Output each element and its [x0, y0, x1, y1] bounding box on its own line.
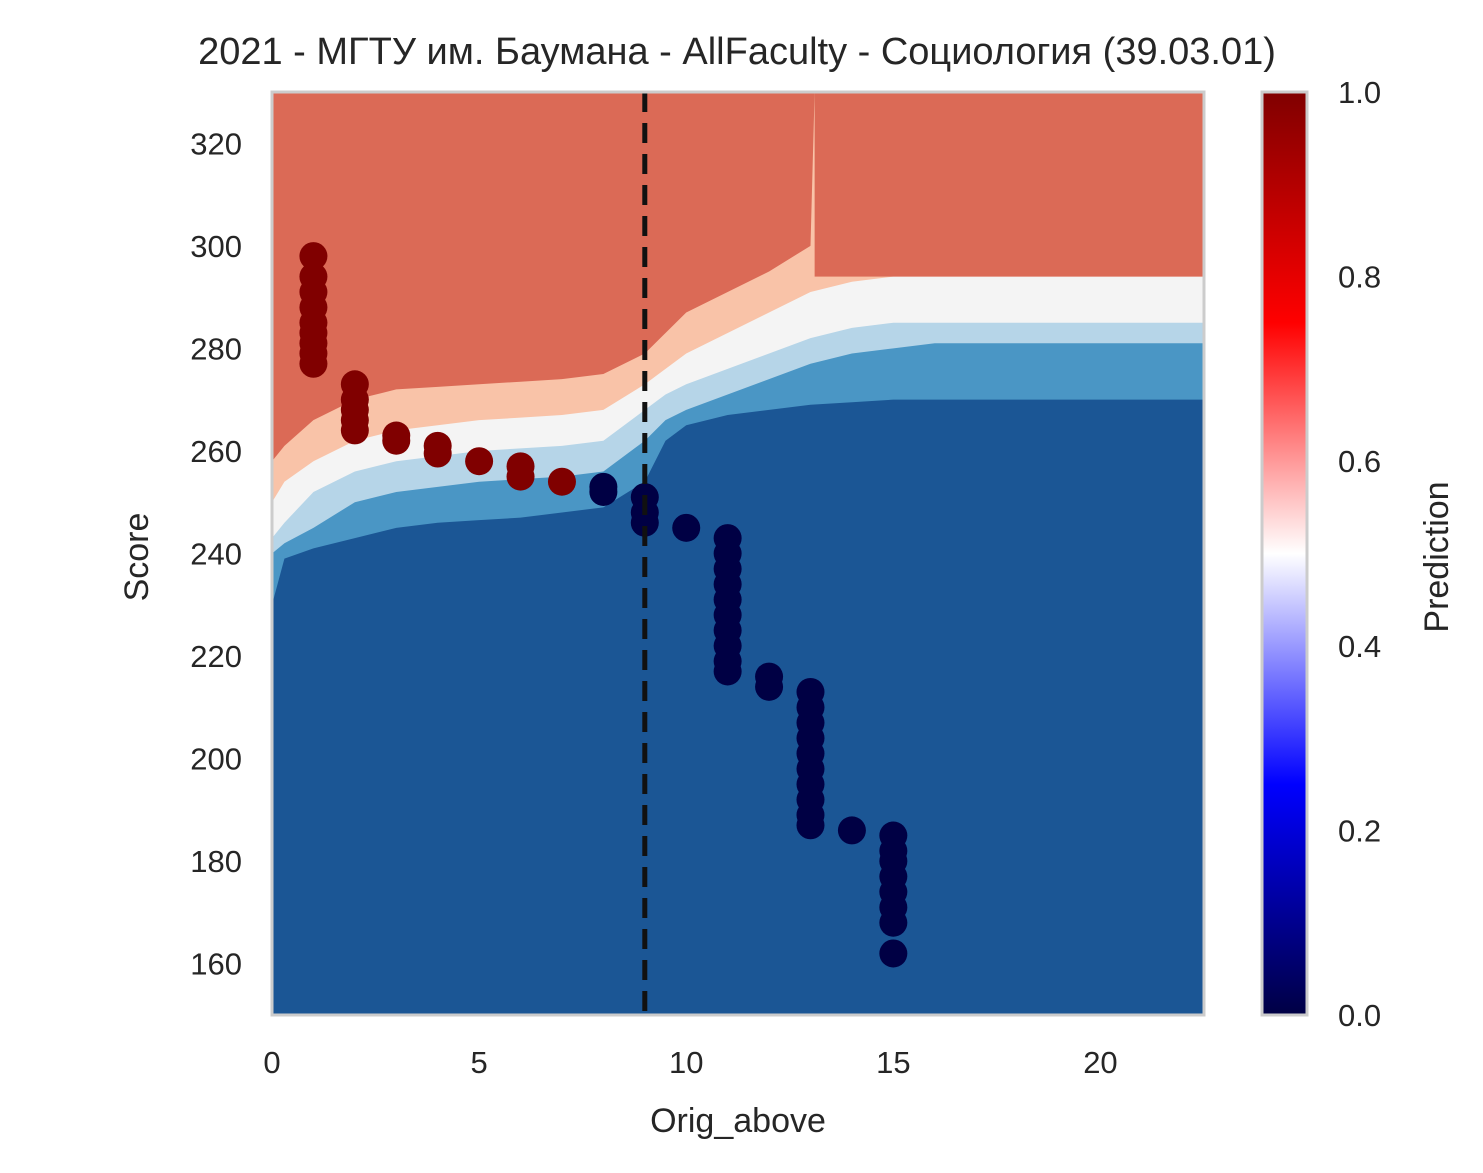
y-tick-label: 280 — [190, 331, 242, 366]
data-point — [299, 242, 328, 271]
colorbar-ticks: 0.0 0.2 0.4 0.6 0.8 1.0 — [1338, 75, 1381, 1033]
scatter-points — [299, 242, 908, 968]
colorbar-gradient — [1260, 90, 1309, 1017]
data-point — [506, 462, 535, 491]
plot-area — [272, 92, 1204, 1015]
data-point — [423, 439, 452, 468]
prediction-contour — [272, 92, 1204, 1015]
colorbar: 0.0 0.2 0.4 0.6 0.8 1.0 Prediction — [1260, 75, 1456, 1033]
x-tick-label: 5 — [470, 1045, 487, 1080]
data-point — [630, 508, 659, 537]
y-tick-label: 220 — [190, 639, 242, 674]
colorbar-tick-label: 0.6 — [1338, 444, 1381, 479]
colorbar-tick-label: 0.2 — [1338, 813, 1381, 848]
y-axis-label: Score — [118, 513, 156, 602]
y-tick-label: 260 — [190, 434, 242, 469]
plot-frame — [270, 90, 1206, 1017]
data-point — [837, 816, 866, 845]
y-tick-label: 200 — [190, 742, 242, 777]
y-tick-label: 240 — [190, 537, 242, 572]
data-point — [879, 908, 908, 937]
colorbar-tick-label: 1.0 — [1338, 75, 1381, 110]
x-tick-label: 10 — [669, 1045, 703, 1080]
colorbar-tick-label: 0.8 — [1338, 260, 1381, 295]
x-tick-label: 0 — [263, 1045, 280, 1080]
data-point — [382, 426, 411, 455]
colorbar-tick-label: 0.4 — [1338, 629, 1381, 664]
data-point — [879, 939, 908, 968]
chart-title: 2021 - МГТУ им. Баумана - AllFaculty - С… — [198, 31, 1276, 73]
data-point — [340, 416, 369, 445]
data-point — [672, 513, 701, 542]
x-axis-ticks: 0 5 10 15 20 — [263, 1045, 1117, 1080]
x-tick-label: 20 — [1083, 1045, 1117, 1080]
colorbar-tick-label: 0.0 — [1338, 998, 1381, 1033]
x-tick-label: 15 — [876, 1045, 910, 1080]
data-point — [796, 811, 825, 840]
colorbar-label: Prediction — [1418, 481, 1456, 632]
contour-band — [272, 92, 815, 462]
data-point — [547, 467, 576, 496]
data-point — [589, 477, 618, 506]
data-point — [755, 672, 784, 701]
y-axis-ticks: 160 180 200 220 240 260 280 300 320 — [190, 126, 242, 981]
y-tick-label: 180 — [190, 844, 242, 879]
x-axis-label: Orig_above — [650, 1102, 826, 1140]
y-tick-label: 300 — [190, 229, 242, 264]
data-point — [713, 657, 742, 686]
y-tick-label: 160 — [190, 947, 242, 982]
contour-band — [814, 92, 1204, 277]
data-point — [465, 447, 494, 476]
y-tick-label: 320 — [190, 126, 242, 161]
data-point — [299, 349, 328, 378]
